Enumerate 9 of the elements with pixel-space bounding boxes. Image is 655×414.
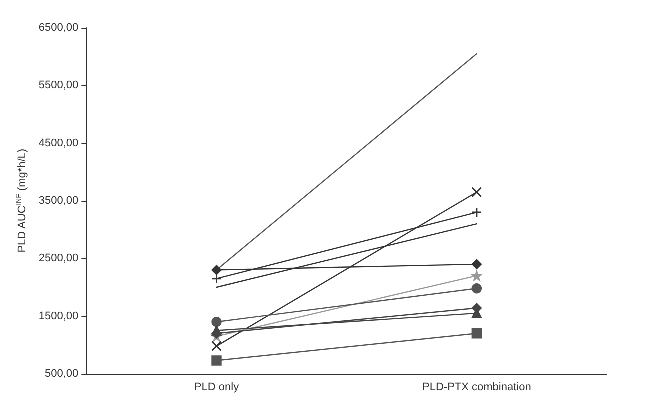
x-tick-label: PLD-PTX combination	[422, 382, 532, 394]
y-tick-label: 2500,00	[38, 252, 79, 265]
y-tick-label: 3500,00	[38, 195, 79, 207]
x-tick-label: PLD only	[194, 382, 240, 394]
y-tick-label: 1500,00	[38, 310, 79, 322]
y-tick-label: 5500,00	[38, 80, 79, 92]
y-tick-label: 6500,00	[38, 22, 79, 34]
y-tick-label: 500,00	[45, 368, 79, 380]
y-tick-label: 4500,00	[38, 137, 79, 150]
